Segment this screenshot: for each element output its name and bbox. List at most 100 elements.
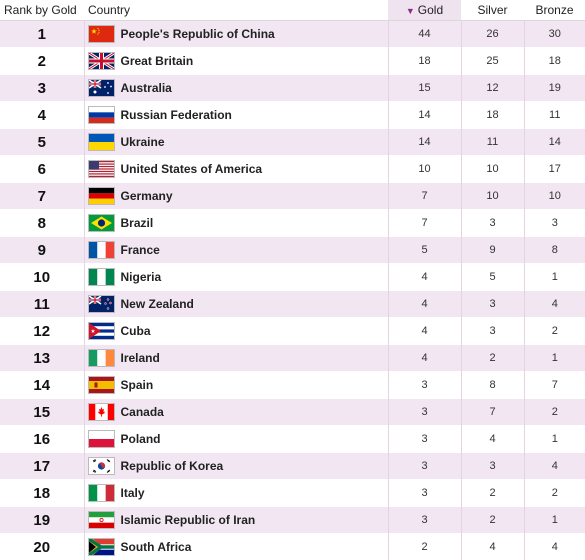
rank-cell: 2 (0, 48, 84, 75)
country-name-link[interactable]: Great Britain (121, 54, 194, 68)
country-name-link[interactable]: Italy (121, 486, 145, 500)
rank-cell: 10 (0, 264, 84, 291)
rank-cell: 15 (0, 399, 84, 426)
ireland-flag-icon (88, 349, 115, 367)
country-name-link[interactable]: Poland (121, 432, 161, 446)
great-britain-flag-icon (88, 52, 115, 70)
country-name-link[interactable]: Germany (121, 189, 173, 203)
silver-count-cell: 9 (461, 237, 524, 264)
country-name-link[interactable]: People's Republic of China (121, 27, 275, 41)
country-cell: Australia (84, 75, 388, 102)
country-name-link[interactable]: France (121, 243, 160, 257)
country-name-link[interactable]: New Zealand (121, 297, 194, 311)
gold-count-cell: 3 (388, 399, 461, 426)
country-cell: Canada (84, 399, 388, 426)
bronze-count-cell: 17 (524, 156, 585, 183)
country-name-link[interactable]: Australia (121, 81, 172, 95)
gold-count-cell: 10 (388, 156, 461, 183)
rank-cell: 12 (0, 318, 84, 345)
silver-count-cell: 3 (461, 291, 524, 318)
gold-count-cell: 3 (388, 372, 461, 399)
rank-cell: 18 (0, 480, 84, 507)
russia-flag-icon (88, 106, 115, 124)
country-name-link[interactable]: Nigeria (121, 270, 162, 284)
gold-header-label: Gold (418, 3, 443, 17)
australia-flag-icon (88, 79, 115, 97)
iran-flag-icon (88, 511, 115, 529)
gold-count-cell: 4 (388, 264, 461, 291)
nigeria-flag-icon (88, 268, 115, 286)
silver-count-cell: 4 (461, 426, 524, 453)
rank-cell: 16 (0, 426, 84, 453)
gold-count-cell: 4 (388, 318, 461, 345)
country-cell: New Zealand (84, 291, 388, 318)
country-name-link[interactable]: South Africa (121, 540, 192, 554)
gold-count-cell: 5 (388, 237, 461, 264)
silver-count-cell: 11 (461, 129, 524, 156)
south-africa-flag-icon (88, 538, 115, 556)
silver-count-cell: 4 (461, 534, 524, 560)
rank-cell: 4 (0, 102, 84, 129)
country-name-link[interactable]: Republic of Korea (121, 459, 224, 473)
country-cell: Great Britain (84, 48, 388, 75)
country-name-link[interactable]: Russian Federation (121, 108, 232, 122)
rank-cell: 17 (0, 453, 84, 480)
gold-count-cell: 3 (388, 453, 461, 480)
gold-count-cell: 14 (388, 102, 461, 129)
bronze-count-cell: 2 (524, 399, 585, 426)
rank-header[interactable]: Rank by Gold (0, 0, 84, 21)
rank-cell: 5 (0, 129, 84, 156)
country-name-link[interactable]: Islamic Republic of Iran (121, 513, 256, 527)
country-cell: France (84, 237, 388, 264)
bronze-count-cell: 1 (524, 345, 585, 372)
gold-count-cell: 18 (388, 48, 461, 75)
canada-flag-icon (88, 403, 115, 421)
gold-count-cell: 3 (388, 507, 461, 534)
rank-cell: 11 (0, 291, 84, 318)
country-cell: Germany (84, 183, 388, 210)
country-cell: Republic of Korea (84, 453, 388, 480)
gold-header[interactable]: ▼Gold (388, 0, 461, 21)
country-name-link[interactable]: Spain (121, 378, 154, 392)
silver-count-cell: 10 (461, 156, 524, 183)
country-header[interactable]: Country (84, 0, 388, 21)
silver-count-cell: 5 (461, 264, 524, 291)
rank-cell: 6 (0, 156, 84, 183)
rank-cell: 9 (0, 237, 84, 264)
country-name-link[interactable]: United States of America (121, 162, 263, 176)
rank-cell: 19 (0, 507, 84, 534)
country-name-link[interactable]: Canada (121, 405, 164, 419)
bronze-header[interactable]: Bronze (524, 0, 585, 21)
gold-count-cell: 15 (388, 75, 461, 102)
country-name-link[interactable]: Brazil (121, 216, 154, 230)
country-name-link[interactable]: Cuba (121, 324, 151, 338)
silver-count-cell: 18 (461, 102, 524, 129)
country-name-link[interactable]: Ukraine (121, 135, 165, 149)
country-name-link[interactable]: Ireland (121, 351, 160, 365)
silver-count-cell: 10 (461, 183, 524, 210)
country-cell: Italy (84, 480, 388, 507)
bronze-count-cell: 2 (524, 318, 585, 345)
silver-header[interactable]: Silver (461, 0, 524, 21)
rank-cell: 14 (0, 372, 84, 399)
bronze-count-cell: 11 (524, 102, 585, 129)
rank-cell: 8 (0, 210, 84, 237)
country-cell: Brazil (84, 210, 388, 237)
china-flag-icon (88, 25, 115, 43)
country-cell: Ireland (84, 345, 388, 372)
